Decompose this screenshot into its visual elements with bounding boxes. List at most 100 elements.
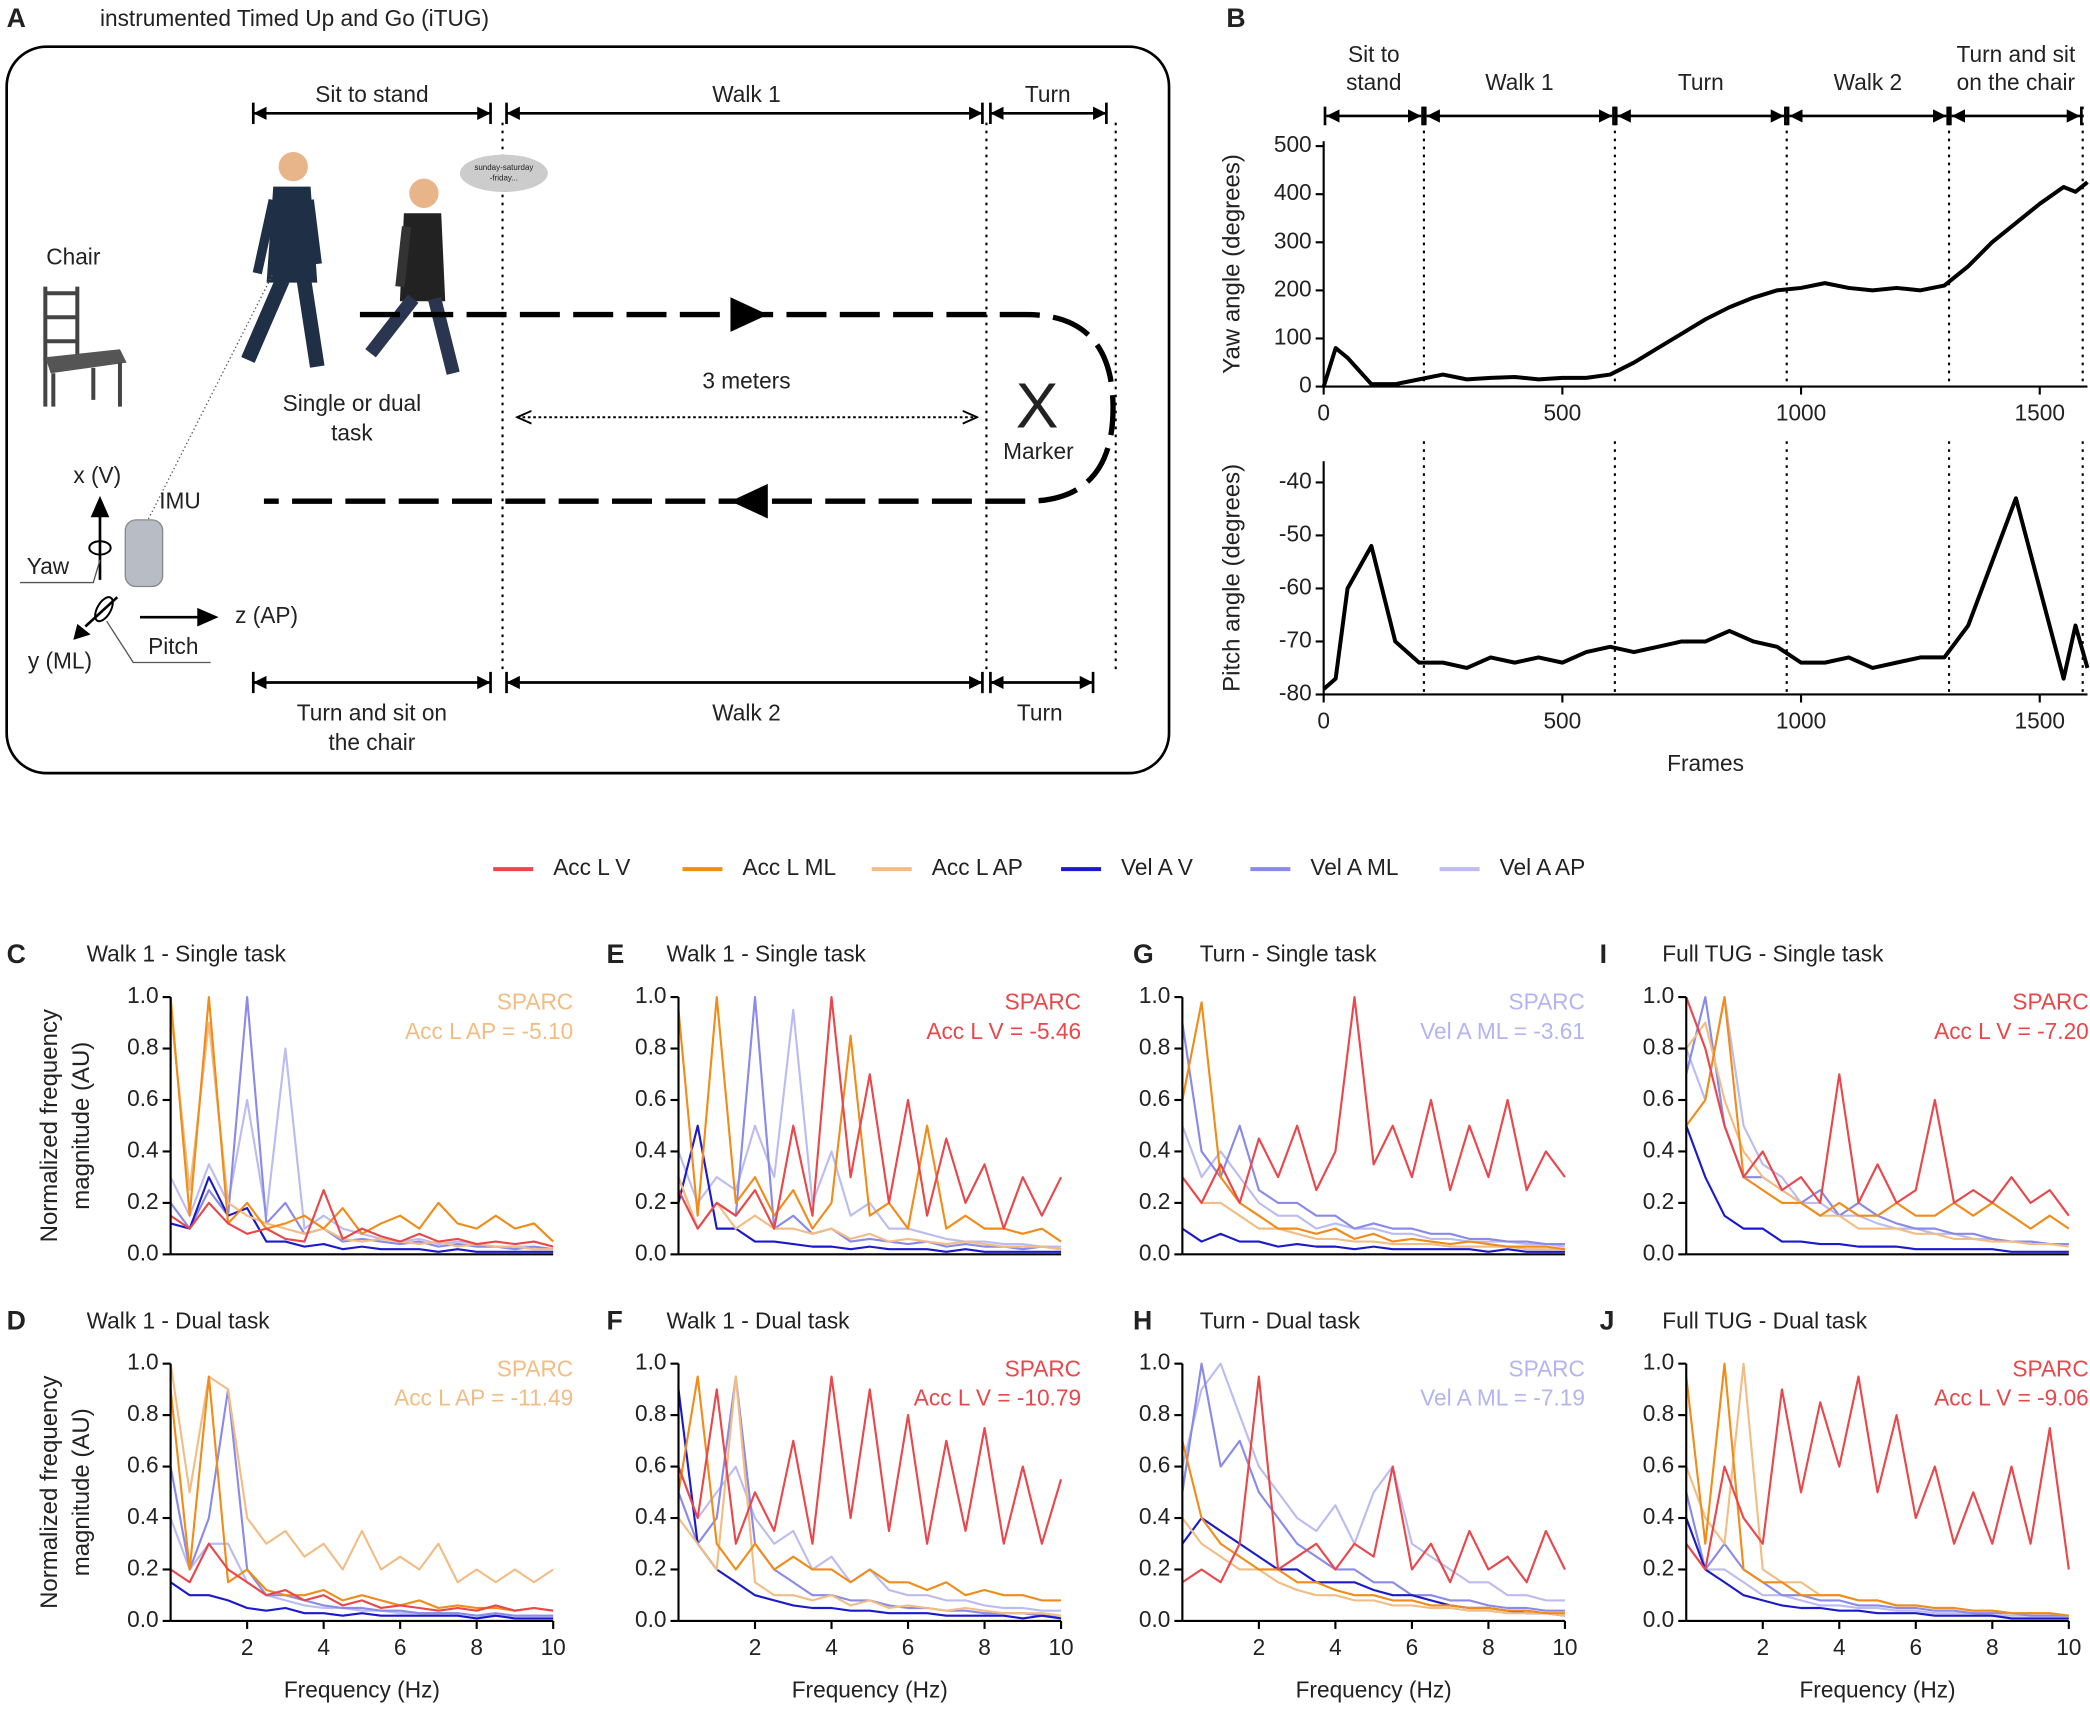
panel-title: Turn - Single task bbox=[1200, 941, 1377, 967]
data-line bbox=[1685, 1125, 2069, 1253]
y-tick-label: 0.8 bbox=[635, 1034, 667, 1060]
phase-label: Turn bbox=[1678, 69, 1724, 95]
x-axis-label: Frequency (Hz) bbox=[1799, 1677, 1955, 1703]
imu-axis-head bbox=[197, 607, 219, 627]
x-axis-label: Frequency (Hz) bbox=[284, 1677, 440, 1703]
x-axis-label: Frequency (Hz) bbox=[792, 1677, 948, 1703]
phase-label: Walk 2 bbox=[1834, 69, 1902, 95]
top-phases: Sit to stand Walk 1 Turn bbox=[251, 81, 1108, 124]
data-line bbox=[1685, 1517, 2069, 1620]
data-line bbox=[169, 996, 554, 1243]
panel-letter: C bbox=[7, 939, 26, 969]
legend-label: Acc L V bbox=[553, 854, 631, 880]
y-tick-label: 0.0 bbox=[635, 1606, 667, 1632]
axis-label: z (AP) bbox=[235, 602, 298, 628]
data-line bbox=[1181, 1001, 1566, 1251]
y-axis-label: Normalized frequency bbox=[36, 1009, 63, 1242]
panel-letter: A bbox=[7, 3, 26, 33]
imu-axis-head bbox=[73, 623, 91, 640]
data-line bbox=[1181, 1176, 1565, 1251]
y-tick-label: 0.6 bbox=[1139, 1085, 1171, 1111]
legend-label: Vel A AP bbox=[1500, 854, 1586, 880]
annotation: SPARC bbox=[497, 989, 573, 1015]
y-tick-label: 0.6 bbox=[1139, 1452, 1171, 1478]
imu-device bbox=[124, 519, 164, 588]
imu-label: IMU bbox=[159, 488, 201, 514]
annotation: SPARC bbox=[497, 1355, 573, 1381]
panel-letter: H bbox=[1133, 1305, 1152, 1335]
y-tick-label: 0.4 bbox=[127, 1503, 159, 1529]
panel-title: Full TUG - Dual task bbox=[1662, 1307, 1867, 1333]
y-axis-label: Yaw angle (degrees) bbox=[1218, 154, 1245, 374]
legend-label: Acc L AP bbox=[932, 854, 1023, 880]
x-tick-label: 500 bbox=[1543, 400, 1581, 426]
data-line bbox=[677, 1008, 1062, 1248]
y-tick-label: -60 bbox=[1279, 573, 1312, 599]
y-tick-label: 1.0 bbox=[127, 1349, 159, 1375]
data-line bbox=[677, 1375, 1062, 1617]
data-line bbox=[677, 996, 1063, 1230]
x-tick-label: 0 bbox=[1317, 400, 1330, 426]
panel-title: Walk 1 - Single task bbox=[87, 941, 287, 967]
phase-label: the chair bbox=[328, 729, 415, 755]
data-line bbox=[677, 1375, 1062, 1617]
subject-label: Single or dual bbox=[283, 390, 422, 416]
direction-arrow bbox=[730, 483, 768, 519]
x-tick-label: 10 bbox=[2056, 1634, 2081, 1660]
y-tick-label: 0.4 bbox=[1139, 1136, 1171, 1162]
x-tick-label: 6 bbox=[394, 1634, 407, 1660]
chair-label: Chair bbox=[46, 244, 101, 270]
phase-bars bbox=[1786, 106, 1950, 126]
marker-symbol: X bbox=[1016, 369, 1059, 441]
y-tick-label: 0.8 bbox=[1643, 1034, 1674, 1060]
x-tick-label: 4 bbox=[825, 1634, 838, 1660]
y-tick-label: 1.0 bbox=[635, 1349, 667, 1375]
phase-label: Sit to bbox=[1348, 41, 1400, 67]
data-line bbox=[169, 1375, 554, 1612]
data-line bbox=[677, 1124, 1062, 1253]
y-tick-label: 0.8 bbox=[127, 1034, 159, 1060]
y-tick-label: 0.0 bbox=[127, 1606, 159, 1632]
phase-label: stand bbox=[1346, 69, 1401, 95]
y-tick-label: 0.2 bbox=[1139, 1554, 1171, 1580]
panel-letter: J bbox=[1600, 1305, 1615, 1335]
data-line bbox=[1181, 996, 1566, 1204]
data-line bbox=[1321, 180, 2089, 388]
x-tick-label: 4 bbox=[317, 1634, 330, 1660]
data-line bbox=[1685, 1021, 2069, 1248]
y-tick-label: 0.0 bbox=[1139, 1606, 1171, 1632]
data-line bbox=[1181, 1362, 1565, 1602]
y-tick-label: 0.2 bbox=[635, 1554, 667, 1580]
axis-label: y (ML) bbox=[28, 647, 92, 673]
direction-arrow bbox=[730, 297, 768, 332]
speech-text: -friday... bbox=[490, 174, 518, 183]
y-tick-label: 1.0 bbox=[1643, 982, 1674, 1008]
figure-content: A instrumented Timed Up and Go (iTUG) Si… bbox=[5, 3, 2090, 1703]
dimension-bars bbox=[251, 102, 1108, 124]
legend-label: Vel A ML bbox=[1310, 854, 1398, 880]
data-line bbox=[169, 1009, 554, 1251]
y-tick-label: 0.8 bbox=[127, 1400, 159, 1426]
x-tick-label: 8 bbox=[470, 1634, 483, 1660]
y-tick-label: 0.6 bbox=[127, 1452, 159, 1478]
pitch-rotation bbox=[94, 596, 114, 623]
x-tick-label: 1000 bbox=[1776, 707, 1826, 733]
y-tick-label: 0.4 bbox=[635, 1136, 667, 1162]
x-axis-label: Frequency (Hz) bbox=[1296, 1677, 1452, 1703]
legend-label: Vel A V bbox=[1121, 854, 1194, 880]
axis-label: Yaw bbox=[27, 553, 70, 579]
panel-title: Walk 1 - Dual task bbox=[87, 1307, 271, 1333]
phase-label: Turn and sit on bbox=[297, 699, 447, 725]
y-tick-label: -40 bbox=[1279, 467, 1312, 493]
y-tick-label: 0.2 bbox=[127, 1188, 159, 1214]
y-tick-label: 0.6 bbox=[635, 1452, 667, 1478]
charts: Acc L V Acc L ML Acc L AP Vel A V Vel A ML Ve… bbox=[7, 3, 2090, 1703]
x-tick-label: 1500 bbox=[2015, 707, 2065, 733]
x-tick-label: 1500 bbox=[2015, 400, 2065, 426]
phase-label: Walk 1 bbox=[712, 81, 780, 107]
phase-bars bbox=[1949, 106, 2083, 126]
panel-title: Full TUG - Single task bbox=[1662, 941, 1884, 967]
panel-title: Turn - Dual task bbox=[1200, 1307, 1361, 1333]
y-axis-label: magnitude (AU) bbox=[68, 1042, 95, 1210]
data-line bbox=[170, 1189, 554, 1248]
